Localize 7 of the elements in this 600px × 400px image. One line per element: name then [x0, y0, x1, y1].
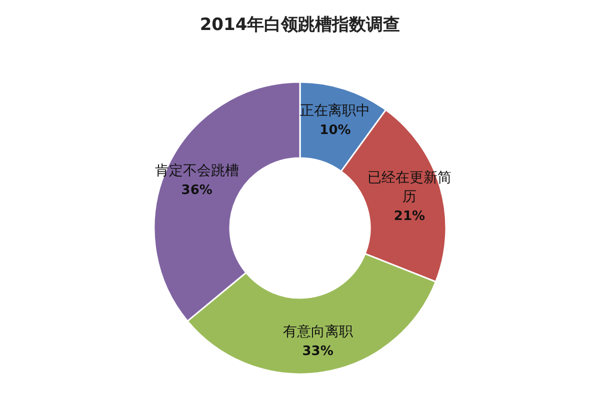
data-label: 10% — [320, 123, 351, 138]
slice-label: 有意向离职 — [282, 324, 353, 340]
data-label: 21% — [394, 209, 426, 224]
data-label: 36% — [181, 182, 212, 198]
data-label: 33% — [302, 344, 334, 360]
chart-title: 2014年白领跳槽指数调查 — [200, 15, 400, 35]
slice-label: 已经在更新简历 — [367, 170, 452, 206]
